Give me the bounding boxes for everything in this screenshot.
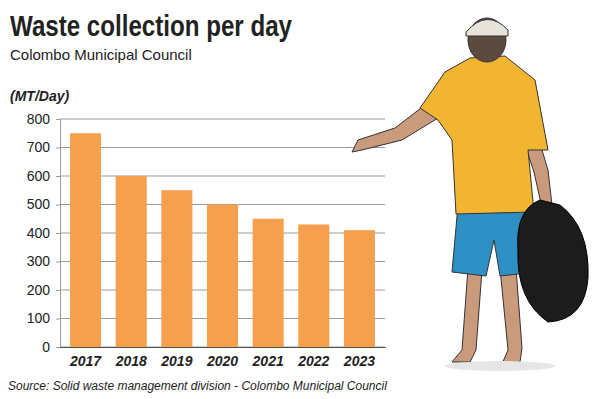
y-tick-label: 700 [27, 139, 51, 155]
y-axis-line [56, 120, 61, 348]
grid-line [60, 176, 385, 177]
y-tick-mark [56, 347, 60, 348]
y-tick: 600 [27, 168, 60, 184]
bag [518, 200, 588, 322]
y-tick-label: 600 [27, 168, 51, 184]
y-tick-label: 800 [27, 111, 51, 127]
y-tick-mark [56, 262, 60, 263]
x-tick-label: 2021 [252, 353, 284, 369]
bar [116, 176, 147, 347]
subtitle: Colombo Municipal Council [10, 46, 192, 63]
x-tick: 2017 [69, 347, 102, 369]
bar [298, 224, 329, 347]
grid-line [60, 147, 385, 148]
grid-line [60, 119, 385, 120]
x-tick-label: 2020 [206, 353, 238, 369]
y-tick-mark [56, 319, 60, 320]
y-tick-label: 100 [27, 310, 51, 326]
x-tick: 2022 [297, 347, 329, 369]
x-tick: 2019 [160, 347, 192, 369]
x-tick-label: 2019 [160, 353, 192, 369]
y-tick-mark [56, 205, 60, 206]
leg [452, 268, 482, 362]
x-axis-line [61, 347, 386, 348]
y-tick-mark [56, 233, 60, 234]
illustration [352, 18, 588, 371]
bar [161, 190, 192, 347]
y-tick-mark [56, 119, 60, 120]
y-axis: 0 100 200 300 400 500 600 700 800 [27, 111, 61, 355]
y-tick: 200 [27, 282, 60, 298]
y-tick-mark [56, 148, 60, 149]
shirt [420, 56, 548, 214]
y-axis-label: (MT/Day) [10, 88, 69, 104]
y-tick-label: 500 [27, 196, 51, 212]
grid [60, 119, 385, 347]
cap [466, 19, 508, 36]
x-tick-label: 2022 [297, 353, 329, 369]
x-tick-label: 2023 [343, 353, 375, 369]
bar [207, 205, 238, 348]
bar [253, 219, 284, 347]
source: Source: Solid waste management division … [8, 379, 387, 393]
y-tick: 700 [27, 139, 60, 155]
y-tick-label: 200 [27, 282, 51, 298]
chart: Waste collection per day Colombo Municipa… [0, 0, 600, 399]
bars [70, 133, 375, 347]
title: Waste collection per day [10, 10, 292, 42]
y-tick: 800 [27, 111, 60, 127]
y-tick: 100 [27, 310, 60, 326]
bar [344, 230, 375, 347]
y-tick-label: 300 [27, 253, 51, 269]
y-tick: 0 [42, 339, 60, 355]
x-tick: 2021 [252, 347, 284, 369]
x-tick: 2023 [343, 347, 375, 369]
y-tick-mark [56, 176, 60, 177]
x-tick-label: 2018 [115, 353, 147, 369]
y-tick: 400 [27, 225, 60, 241]
x-tick: 2020 [206, 347, 238, 369]
y-tick-label: 400 [27, 225, 51, 241]
bar [70, 133, 101, 347]
shadow [445, 361, 555, 371]
leg [500, 268, 522, 364]
y-tick-label: 0 [42, 339, 50, 355]
x-tick: 2018 [115, 347, 147, 369]
y-tick: 300 [27, 253, 60, 269]
y-tick: 500 [27, 196, 60, 212]
y-tick-mark [56, 290, 60, 291]
x-tick-label: 2017 [69, 353, 102, 369]
x-axis: 2017 2018 2019 2020 2021 2022 2023 [61, 347, 386, 369]
